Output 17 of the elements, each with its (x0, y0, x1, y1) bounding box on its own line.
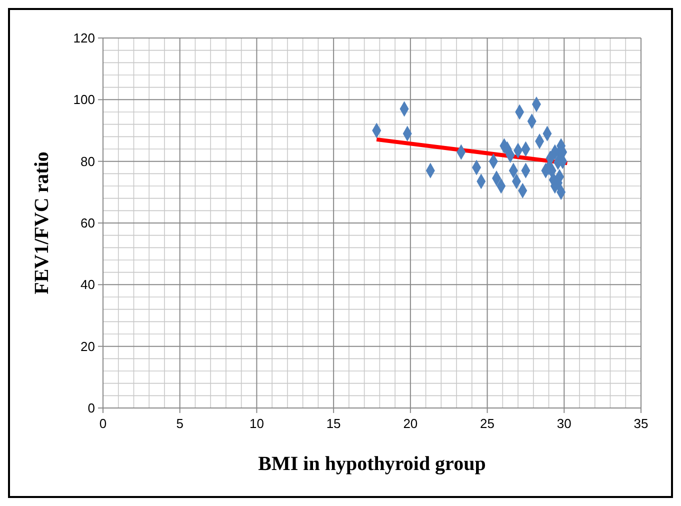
y-tick-label: 100 (73, 92, 95, 108)
y-tick-label: 80 (80, 154, 95, 169)
y-tick-label: 20 (80, 338, 95, 354)
x-tick-label: 5 (176, 416, 184, 431)
x-tick-label: 25 (480, 416, 495, 431)
x-tick-label: 0 (99, 416, 107, 431)
x-tick-label: 35 (634, 416, 648, 431)
y-tick-label: 40 (80, 277, 95, 292)
y-tick-label: 60 (80, 216, 95, 230)
x-axis-title: BMI in hypothyroid group (258, 453, 486, 475)
x-tick-label: 10 (249, 416, 264, 431)
x-tick-label: 30 (556, 416, 572, 431)
y-tick-label: 120 (73, 30, 95, 46)
x-tick-label: 15 (326, 416, 341, 431)
x-tick-label: 20 (403, 416, 418, 431)
y-axis-title: FEV1/FVC ratio (31, 152, 53, 294)
y-tick-label: 0 (88, 400, 95, 416)
